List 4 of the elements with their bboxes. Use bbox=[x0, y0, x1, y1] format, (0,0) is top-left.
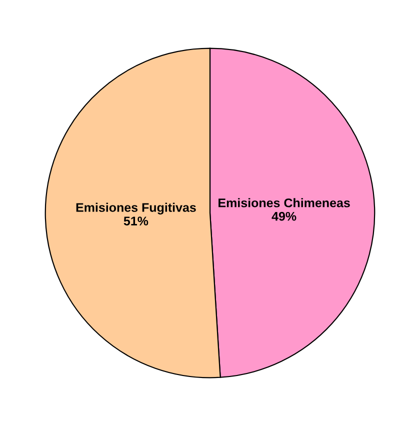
data-label: 49% bbox=[272, 212, 296, 221]
data-label: 51% bbox=[124, 216, 148, 226]
slice-label: Emisiones Fugitivas bbox=[76, 202, 196, 214]
slice-label: Emisiones Chimeneas bbox=[218, 198, 350, 208]
